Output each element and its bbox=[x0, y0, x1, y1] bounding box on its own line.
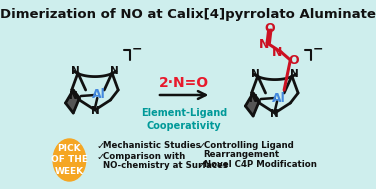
Text: N: N bbox=[290, 69, 299, 79]
Text: Controlling Ligand: Controlling Ligand bbox=[203, 141, 293, 150]
Text: Dimerization of NO at Calix[4]pyrrolato Aluminate: Dimerization of NO at Calix[4]pyrrolato … bbox=[0, 8, 376, 21]
Text: N: N bbox=[249, 94, 258, 104]
Circle shape bbox=[53, 139, 86, 181]
Text: Comparison with: Comparison with bbox=[103, 152, 185, 161]
Text: N: N bbox=[272, 46, 282, 59]
Text: Element-Ligand
Cooperativity: Element-Ligand Cooperativity bbox=[141, 108, 227, 131]
Text: ✓: ✓ bbox=[97, 152, 105, 162]
Text: NO-chemistry at Surfaces: NO-chemistry at Surfaces bbox=[103, 161, 228, 170]
Polygon shape bbox=[65, 90, 79, 113]
Text: Al: Al bbox=[92, 88, 106, 101]
Text: ✓: ✓ bbox=[97, 141, 105, 151]
Text: ✓: ✓ bbox=[197, 141, 206, 151]
Polygon shape bbox=[246, 93, 259, 116]
Text: N: N bbox=[259, 37, 269, 50]
Text: −: − bbox=[313, 43, 323, 56]
Text: O: O bbox=[288, 53, 299, 67]
Text: Rearrangement: Rearrangement bbox=[203, 150, 280, 159]
Text: PICK
OF THE
WEEK: PICK OF THE WEEK bbox=[51, 144, 88, 176]
Text: Mechanistic Studies: Mechanistic Studies bbox=[103, 141, 200, 150]
Text: N: N bbox=[110, 66, 119, 76]
Text: N: N bbox=[270, 109, 279, 119]
Text: Novel C4P Modification: Novel C4P Modification bbox=[203, 160, 316, 169]
Text: N: N bbox=[69, 91, 77, 101]
Text: N: N bbox=[71, 66, 80, 76]
Text: N: N bbox=[91, 106, 99, 116]
Text: O: O bbox=[264, 22, 275, 36]
Text: 2·N=O: 2·N=O bbox=[159, 76, 209, 90]
Text: N: N bbox=[251, 69, 260, 79]
Text: −: − bbox=[131, 43, 142, 56]
Text: ✓: ✓ bbox=[197, 160, 206, 170]
Text: Al: Al bbox=[272, 91, 286, 105]
